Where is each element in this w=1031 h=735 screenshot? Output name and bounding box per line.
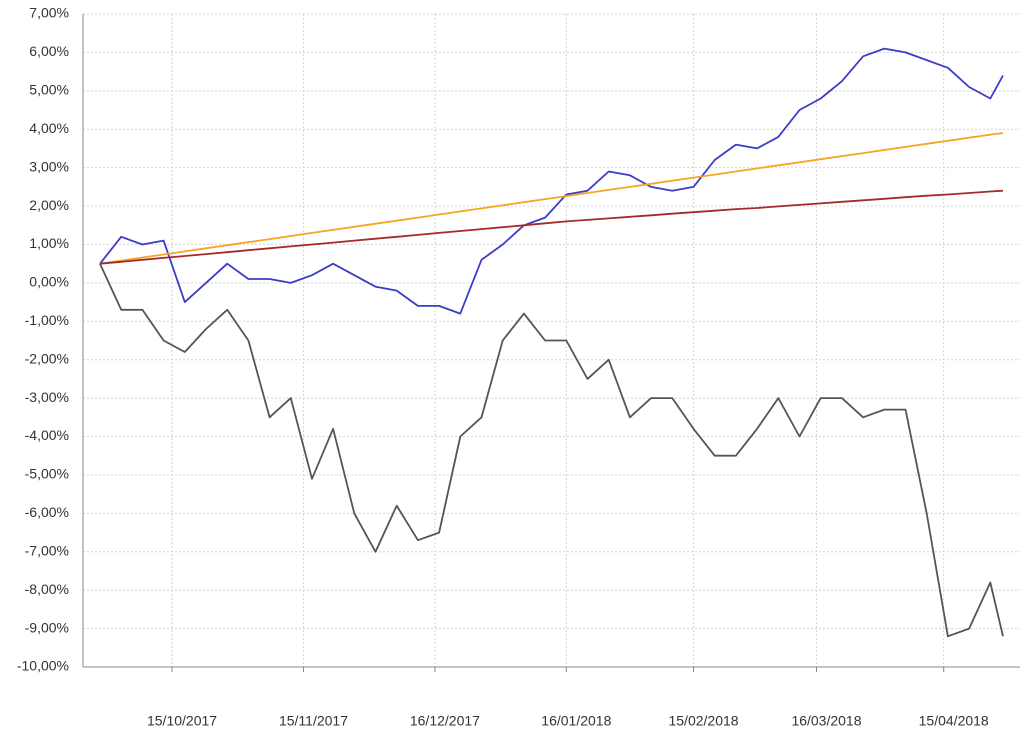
y-tick-label: -4,00% <box>25 427 69 443</box>
y-tick-label: -8,00% <box>25 581 69 597</box>
y-tick-label: 1,00% <box>29 235 69 251</box>
y-tick-label: 4,00% <box>29 120 69 136</box>
y-tick-label: 7,00% <box>29 5 69 21</box>
x-tick-label: 15/11/2017 <box>279 713 348 729</box>
x-tick-label: 16/01/2018 <box>541 713 611 729</box>
y-tick-label: 2,00% <box>29 197 69 213</box>
series-line <box>99 47 1004 315</box>
y-tick-label: 5,00% <box>29 82 69 98</box>
series-line <box>99 132 1004 265</box>
y-tick-label: -3,00% <box>25 389 69 405</box>
x-tick-label: 16/12/2017 <box>410 713 480 729</box>
y-tick-label: -2,00% <box>25 350 69 366</box>
y-tick-label: -10,00% <box>17 658 69 674</box>
x-tick-label: 15/04/2018 <box>919 713 989 729</box>
y-tick-label: 6,00% <box>29 43 69 59</box>
x-tick-label: 16/03/2018 <box>791 713 861 729</box>
y-tick-label: -9,00% <box>25 619 69 635</box>
y-tick-label: -5,00% <box>25 466 69 482</box>
series-line <box>99 263 1004 638</box>
y-tick-label: 3,00% <box>29 158 69 174</box>
y-tick-label: -6,00% <box>25 504 69 520</box>
y-tick-label: -1,00% <box>25 312 69 328</box>
y-tick-label: -7,00% <box>25 542 69 558</box>
series-line <box>99 189 1004 265</box>
y-tick-label: 0,00% <box>29 274 69 290</box>
x-tick-label: 15/10/2017 <box>147 713 217 729</box>
x-tick-label: 15/02/2018 <box>668 713 738 729</box>
